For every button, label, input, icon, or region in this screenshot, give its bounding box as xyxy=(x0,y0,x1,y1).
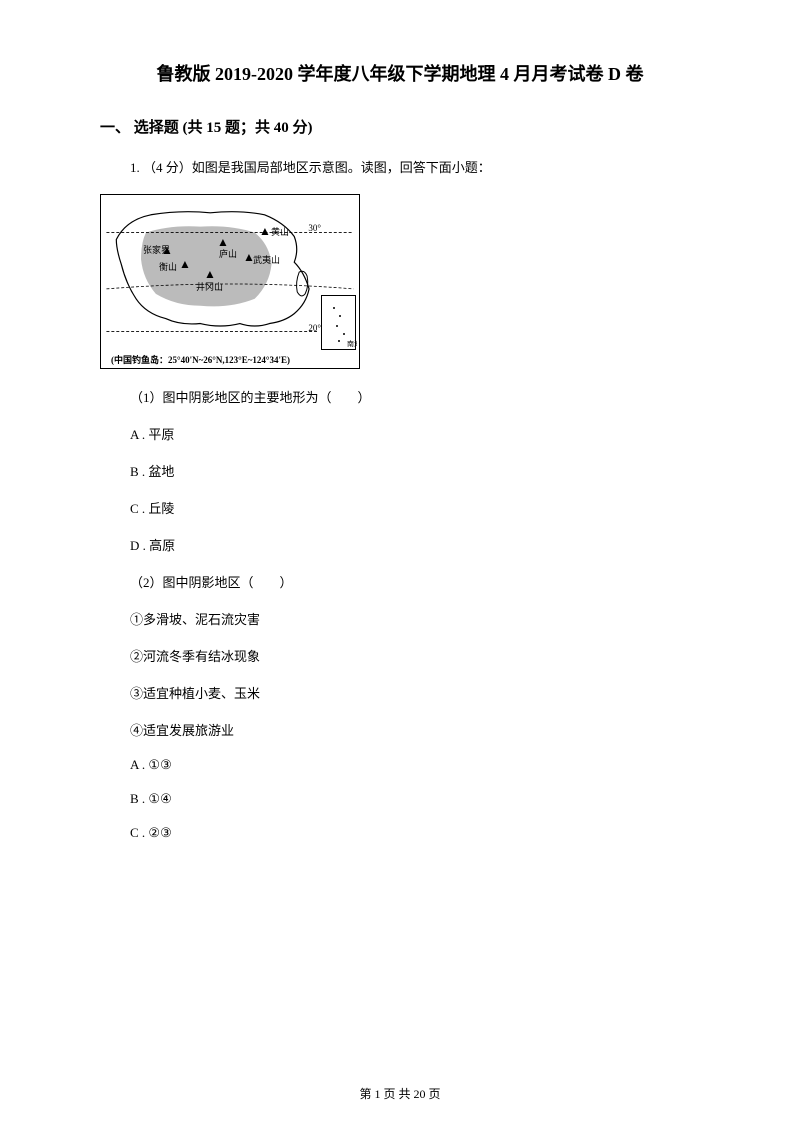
option-b: B . 盆地 xyxy=(130,461,700,480)
lat-20: 20° xyxy=(308,323,321,333)
option-c: C . 丘陵 xyxy=(130,498,700,517)
option-d: D . 高原 xyxy=(130,535,700,554)
option-q2-c: C . ②③ xyxy=(130,825,700,841)
question1-intro: 1. （4 分）如图是我国局部地区示意图。读图，回答下面小题： xyxy=(130,157,700,176)
statement-4: ④适宜发展旅游业 xyxy=(130,720,700,739)
mountain-wuyishan: 武夷山 xyxy=(253,253,280,266)
mountain-jinggangshan: 井冈山 xyxy=(196,280,223,293)
mountain-huangshan: 黄山 xyxy=(271,225,289,238)
option-a: A . 平原 xyxy=(130,424,700,443)
option-q2-b: B . ①④ xyxy=(130,791,700,807)
statement-3: ③适宜种植小麦、玉米 xyxy=(130,683,700,702)
mountain-lushan: 庐山 xyxy=(219,247,237,260)
mountain-zhangjiajie: 张家界 xyxy=(143,243,170,256)
sub-question-1: （1）图中阴影地区的主要地形为（ ） xyxy=(130,387,700,406)
map-diagram: ▲ 黄山 ▲ 庐山 ▲ 张家界 ▲ 衡山 ▲ 武夷山 ▲ 井冈山 30° 20°… xyxy=(100,194,360,369)
lat-30: 30° xyxy=(308,223,321,233)
mountain-marker: ▲ xyxy=(179,257,191,272)
statement-2: ②河流冬季有结冰现象 xyxy=(130,646,700,665)
option-q2-a: A . ①③ xyxy=(130,757,700,773)
statement-1: ①多滑坡、泥石流灾害 xyxy=(130,609,700,628)
mountain-hengshan: 衡山 xyxy=(159,260,177,273)
exam-title: 鲁教版 2019-2020 学年度八年级下学期地理 4 月月考试卷 D 卷 xyxy=(100,60,700,86)
section-header: 一、 选择题 (共 15 题；共 40 分) xyxy=(100,116,700,137)
island-inset: 南海 xyxy=(321,295,356,350)
svg-text:南海: 南海 xyxy=(347,339,357,348)
page-footer: 第 1 页 共 20 页 xyxy=(0,1085,800,1102)
map-caption: (中国钓鱼岛：25°40'N~26°N,123°E~124°34'E) xyxy=(111,353,290,366)
sub-question-2: （2）图中阴影地区（ ） xyxy=(130,572,700,591)
mountain-marker: ▲ xyxy=(259,224,271,239)
